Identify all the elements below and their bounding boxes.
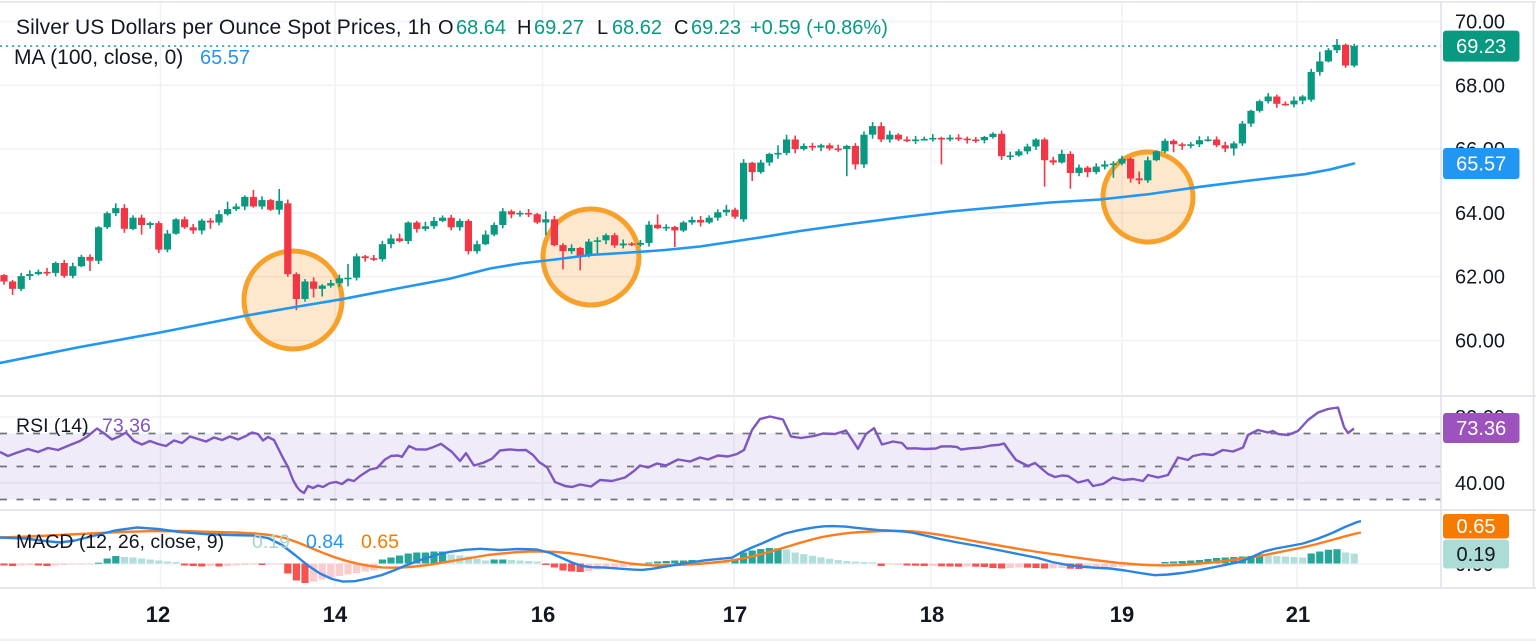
svg-text:0.65: 0.65 bbox=[361, 531, 399, 553]
svg-text:21: 21 bbox=[1286, 602, 1310, 627]
svg-text:RSI (14): RSI (14) bbox=[16, 415, 89, 437]
svg-text:69.23: 69.23 bbox=[1456, 36, 1506, 58]
svg-text:70.00: 70.00 bbox=[1455, 12, 1505, 34]
svg-text:60.00: 60.00 bbox=[1455, 331, 1505, 353]
svg-text:14: 14 bbox=[323, 602, 348, 627]
svg-text:17: 17 bbox=[723, 602, 747, 627]
svg-text:68.00: 68.00 bbox=[1455, 75, 1505, 97]
svg-text:0.19: 0.19 bbox=[1457, 544, 1496, 566]
svg-text:0.84: 0.84 bbox=[306, 531, 344, 553]
svg-text:40.00: 40.00 bbox=[1455, 473, 1505, 495]
svg-text:18: 18 bbox=[920, 602, 944, 627]
svg-text:12: 12 bbox=[146, 602, 170, 627]
svg-text:73.36: 73.36 bbox=[1456, 418, 1506, 440]
svg-text:65.57: 65.57 bbox=[200, 47, 250, 69]
svg-text:65.57: 65.57 bbox=[1456, 154, 1506, 176]
svg-text:64.00: 64.00 bbox=[1455, 203, 1505, 225]
svg-text:Silver US Dollars per Ounce Sp: Silver US Dollars per Ounce Spot Prices,… bbox=[16, 16, 431, 39]
svg-text:MA (100, close, 0): MA (100, close, 0) bbox=[14, 46, 183, 69]
svg-text:16: 16 bbox=[531, 602, 555, 627]
svg-text:73.36: 73.36 bbox=[102, 415, 151, 437]
svg-text:19: 19 bbox=[1110, 602, 1134, 627]
svg-text:0.65: 0.65 bbox=[1457, 516, 1496, 538]
svg-text:MACD (12, 26, close, 9): MACD (12, 26, close, 9) bbox=[16, 531, 224, 553]
svg-text:62.00: 62.00 bbox=[1455, 267, 1505, 289]
svg-text:0.19: 0.19 bbox=[252, 531, 290, 553]
